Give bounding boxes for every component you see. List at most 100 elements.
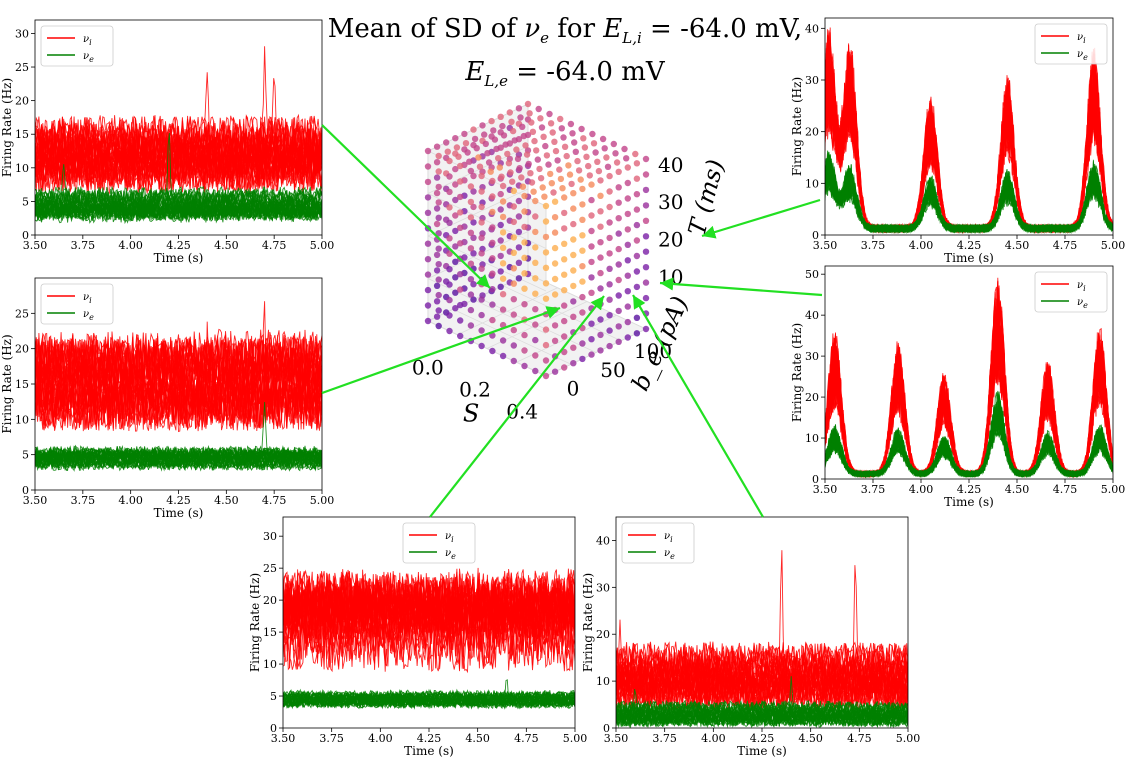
y-tick-label: 0 [270,722,277,735]
scatter-point [524,100,532,108]
scatter-point [424,256,432,263]
y-tick-label: 0 [812,229,819,242]
y-axis-label: Firing Rate (Hz) [581,573,595,672]
scatter-point [435,183,442,191]
scatter-point [495,155,502,162]
scatter-point [615,184,622,191]
scatter-point [565,162,572,169]
scatter-point [548,180,555,187]
scatter-point [457,271,464,278]
legend-label: νe [83,309,94,322]
panel-bottom-left: 3.50 3.75 4.00 4.25 4.50 4.75 5.00 0 5 10 15 20 25 30… [248,516,587,758]
scatter-point [478,219,485,226]
trace [825,392,1113,478]
scatter-point [557,115,564,123]
scatter-point [489,177,496,185]
scatter-point [570,282,577,290]
scatter-point [470,188,477,195]
trace [616,641,908,677]
scatter-point [590,140,598,147]
scatter-point [452,135,459,142]
trace [825,393,1113,479]
scatter-point [554,157,561,164]
x-tick-label: 3.75 [319,732,344,745]
scatter-point [457,162,464,170]
scatter-point [572,148,579,155]
scatter-point [446,266,453,273]
y-tick-label: 5 [22,449,29,462]
scatter-point [532,228,539,236]
scatter-point [489,286,496,293]
scatter-point [446,204,453,211]
scatter-point [532,275,539,282]
scatter-point [435,322,442,330]
y-tick-label: 25 [15,61,29,74]
series-nu-e [35,401,322,472]
scatter-point [570,236,577,243]
trace [825,48,1113,234]
scatter-point [470,126,477,133]
scatter-point [433,159,441,166]
trace [825,411,1113,477]
trace [825,335,1113,478]
panel-left-top: 3.50 3.75 4.00 4.25 4.50 4.75 5.00 0 5 10 15 20 25 30… [0,19,334,265]
legend: νi νe [402,522,476,564]
scatter-point [435,168,442,175]
scatter-point [542,142,549,150]
scatter-point [535,105,542,113]
scatter-point [489,208,496,216]
scatter-point [497,252,504,260]
x-tick-label: 5.00 [896,732,921,745]
scatter-point [424,271,432,278]
scatter-point [551,244,559,252]
panel-bottom-right: 3.50 3.75 4.00 4.25 4.50 4.75 5.00 0 10 20 30 40 Tim… [581,516,921,758]
scatter-point [499,182,507,190]
scatter-point [561,271,568,278]
legend-box [621,522,695,564]
scatter-point [561,317,568,325]
legend-label: νe [445,548,456,561]
scatter-point [578,125,585,133]
trace [35,371,322,422]
scatter-point [515,197,523,205]
scatter-point [452,181,459,188]
scatter-point [521,301,528,308]
trace [35,455,322,470]
y-tick-label: 0 [22,484,29,497]
trace [283,690,575,703]
trace [35,150,322,188]
trace [825,402,1113,479]
scatter-point [521,362,528,370]
trace [825,305,1113,479]
scatter-point [579,278,586,285]
trace [825,411,1113,478]
series-nu-e [825,150,1113,235]
scatter-point [597,285,604,292]
scatter-point [484,150,491,157]
grid-line [502,285,622,342]
scatter-point [478,296,485,303]
scatter-point [470,296,477,303]
scatter-point [560,134,567,141]
legend-box [402,522,476,564]
legend-box [40,25,114,67]
scatter-point [579,185,586,193]
scatter-point [504,150,511,158]
scatter-point [493,145,500,153]
y-tick-label: 10 [263,658,277,671]
scatter-point [551,322,559,329]
legend-box [40,283,114,325]
scatter-point [579,216,586,223]
trace [825,34,1113,234]
scatter-point [424,286,432,294]
trace [825,316,1113,478]
y-tick-label: 10 [15,162,29,175]
trace [825,413,1113,479]
scatter-point [601,145,608,152]
scatter-point [515,259,523,266]
x-tick-label: 4.50 [465,732,490,745]
trace [825,291,1113,479]
scatter-point [478,188,485,195]
connector-line [429,295,605,518]
scatter-point [462,140,470,147]
